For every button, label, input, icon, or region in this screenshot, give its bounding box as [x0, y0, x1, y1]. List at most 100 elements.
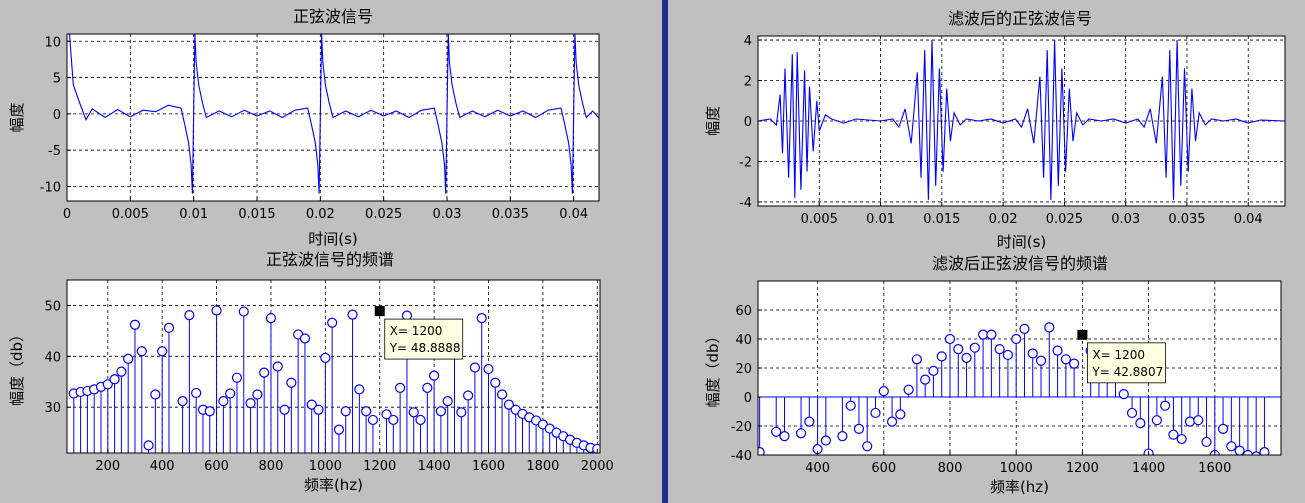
x-tick-label: 1200 [363, 459, 396, 474]
x-tick-label: 0.04 [1234, 212, 1263, 227]
stem-marker [211, 305, 222, 316]
x-tick-label: 0.02 [989, 212, 1018, 227]
x-tick-label: 1200 [1066, 461, 1099, 476]
stem-marker [306, 399, 317, 410]
y-tick-label: 30 [44, 401, 61, 416]
stem-marker [184, 310, 195, 321]
data-layer [758, 39, 1285, 200]
stem-marker [977, 329, 989, 340]
x-tick-label: 1600 [1198, 461, 1231, 476]
stem-marker [845, 400, 856, 411]
datatip-box [1086, 342, 1166, 384]
stem-marker [469, 362, 481, 373]
stem-marker [150, 389, 161, 400]
axes-frame [66, 279, 601, 454]
chart-title: 正弦波信号 [293, 7, 373, 26]
y-tick-label: 10 [44, 35, 61, 50]
series-line [758, 39, 1285, 200]
x-axis-label: 时间(s) [997, 233, 1047, 251]
stem-marker [1126, 407, 1138, 419]
data-layer [67, 305, 600, 453]
axes-br: 400 600 800 1000 1200 1400 1600 -40 -20 0 20 40 60 滤波… [704, 254, 1282, 496]
x-tick-label: 0.01 [866, 212, 895, 227]
stem-marker [928, 365, 939, 376]
stem-marker [245, 398, 256, 409]
stem-marker [231, 372, 243, 383]
x-tick-label: 0.04 [559, 207, 588, 222]
stem-marker [381, 409, 392, 420]
stem-marker [442, 396, 453, 407]
x-tick-label: 800 [259, 459, 284, 474]
y-tick-label: 0 [744, 115, 752, 130]
stem-marker [259, 367, 270, 378]
stem-marker [870, 407, 881, 419]
x-tick-label: 800 [938, 461, 963, 476]
stem-marker [129, 319, 141, 330]
y-tick-label: 50 [44, 299, 61, 314]
stem-marker [758, 447, 765, 455]
stem-marker [771, 426, 782, 437]
stem-marker [429, 370, 440, 381]
y-tick-label: 60 [735, 304, 752, 319]
stem-marker [895, 409, 906, 420]
stem-marker [1226, 441, 1237, 452]
stem-marker [503, 399, 515, 410]
x-tick-label: 600 [871, 461, 896, 476]
datatip-marker [1077, 329, 1088, 340]
stem-marker [483, 363, 494, 375]
stem-marker [143, 440, 154, 451]
stem-marker [136, 346, 147, 357]
y-tick-label: -10 [40, 180, 61, 195]
stem-marker [1160, 400, 1171, 411]
stem-marker [994, 344, 1005, 355]
datatip-box [384, 318, 464, 360]
stem-marker [804, 416, 815, 427]
chart-title: 滤波后正弦波信号的频谱 [932, 254, 1108, 273]
x-tick-label: 0.02 [306, 207, 335, 222]
stem-marker [1234, 445, 1245, 455]
x-axis-label: 频率(hz) [304, 476, 363, 494]
stem-marker [1259, 447, 1270, 455]
stem-marker [1060, 354, 1071, 365]
stem-marker [340, 406, 351, 417]
x-tick-label: 0.025 [365, 207, 402, 222]
axes-tr: 0.005 0.01 0.015 0.02 0.025 0.03 0.035 0.04 -4 -2… [704, 9, 1286, 251]
stem-marker [456, 407, 467, 418]
stem-marker [903, 384, 914, 395]
y-tick-label: 0 [744, 391, 752, 406]
chart-title: 正弦波信号的频谱 [266, 250, 394, 269]
x-tick-label: 0.01 [179, 207, 208, 222]
x-tick-label: 200 [95, 459, 120, 474]
datatip-x-text: X= 1200 [1092, 348, 1145, 362]
stem-marker [313, 404, 324, 415]
x-tick-label: 2000 [581, 459, 614, 474]
x-tick-label: 1600 [472, 459, 505, 474]
y-tick-label: -2 [739, 155, 752, 170]
stem-marker [1019, 323, 1030, 334]
datatip: X= 1200 Y= 42.8807 [1077, 329, 1166, 384]
datatip-x-text: X= 1200 [390, 324, 443, 338]
stem-marker [490, 377, 501, 388]
x-tick-label: 0.03 [1111, 212, 1140, 227]
y-tick-label: 40 [735, 333, 752, 348]
stem-marker [886, 416, 898, 427]
stem-marker [920, 374, 931, 385]
stem-marker [191, 387, 202, 399]
x-tick-label: 600 [204, 459, 229, 474]
x-axis-label: 频率(hz) [990, 478, 1049, 496]
stem-marker [853, 423, 865, 434]
datatip-marker [374, 306, 385, 317]
stem-marker [862, 441, 873, 452]
y-tick-label: 0 [53, 108, 61, 123]
stem-marker [109, 374, 120, 385]
stem-marker [435, 406, 447, 417]
stem-marker [1151, 415, 1162, 426]
stem-marker [1044, 322, 1055, 333]
datatip-y-text: Y= 48.8888 [389, 341, 461, 355]
stem-marker [388, 414, 399, 426]
stem-marker [320, 352, 331, 363]
stem-marker [1201, 436, 1212, 448]
y-tick-label: 4 [744, 34, 752, 49]
window-divider [662, 0, 668, 503]
